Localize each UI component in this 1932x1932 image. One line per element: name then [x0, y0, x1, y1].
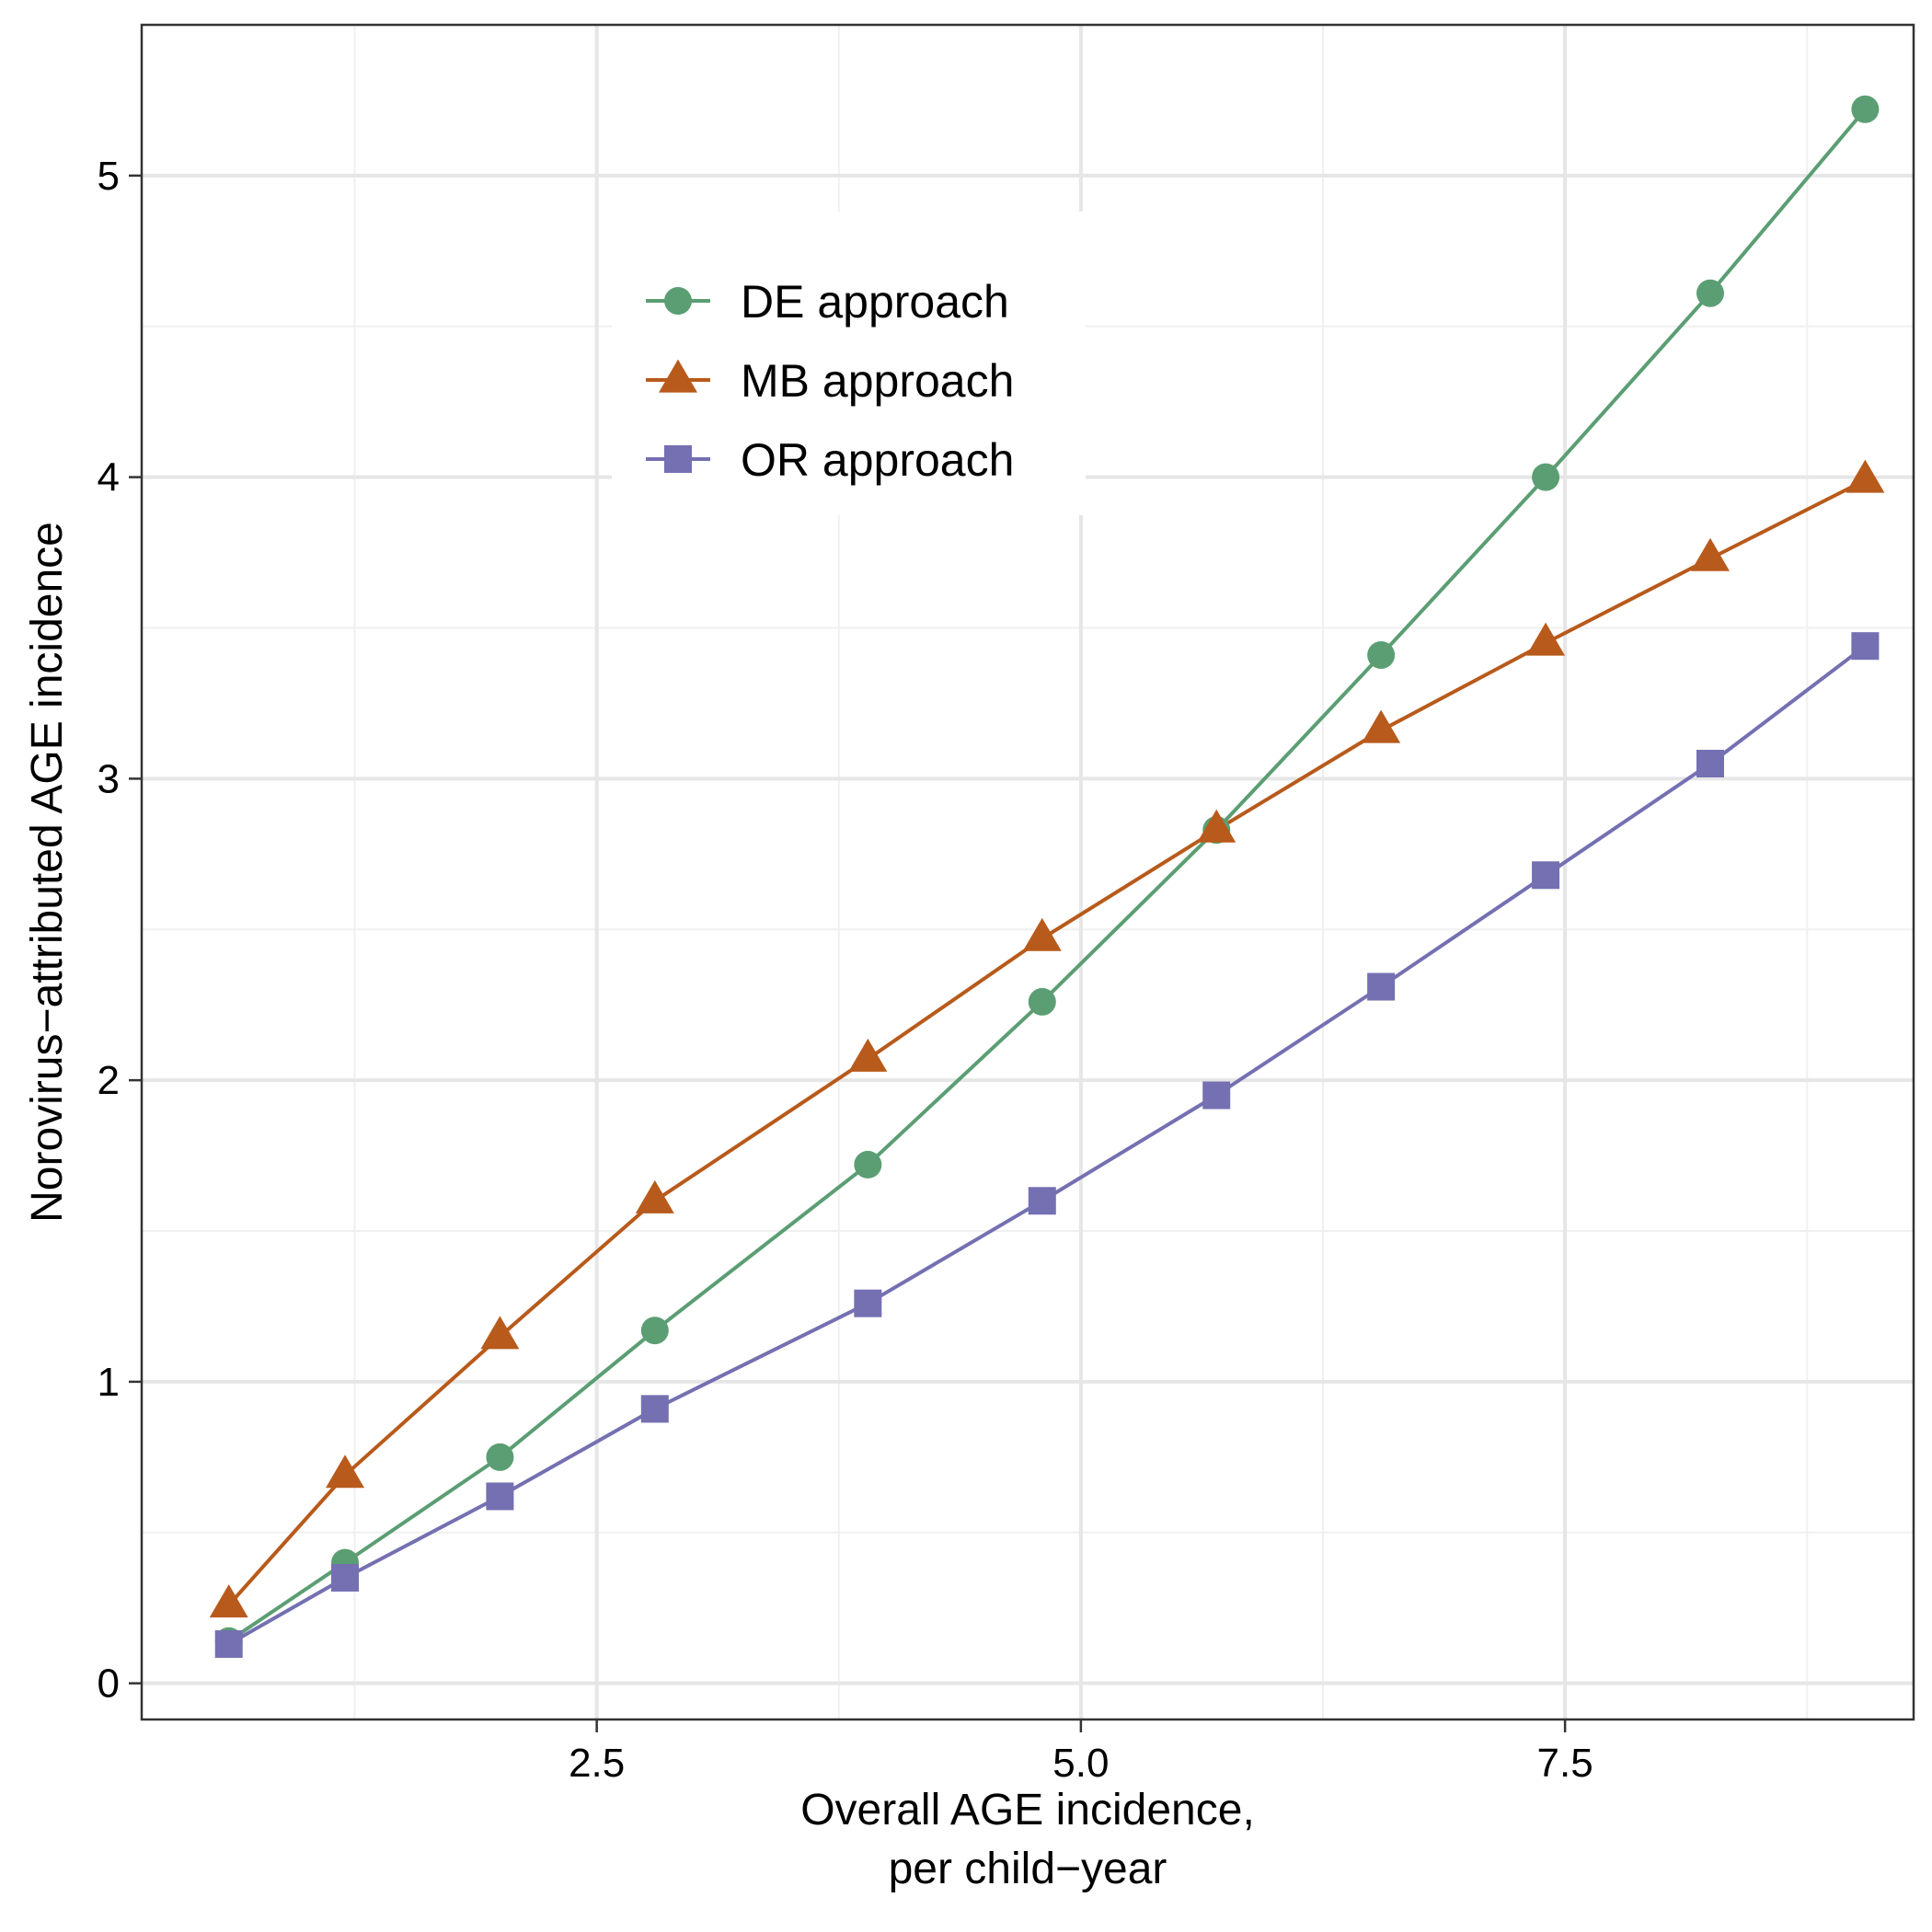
data-point-square — [1202, 1081, 1231, 1110]
data-point-triangle — [209, 1584, 248, 1618]
x-tick-label: 7.5 — [1537, 1741, 1593, 1786]
y-axis-title: Norovirus−attributed AGE incidence — [23, 522, 72, 1223]
data-point-triangle — [1690, 537, 1730, 571]
data-point-triangle — [480, 1316, 520, 1350]
data-point-circle — [1532, 463, 1560, 491]
x-axis-title-line-2: per child−year — [889, 1845, 1167, 1893]
y-tick-label: 3 — [98, 756, 120, 801]
data-point-square — [331, 1563, 360, 1592]
y-axis: 0 1 2 3 4 5 — [98, 154, 142, 1707]
data-point-circle — [1367, 641, 1396, 670]
series-points — [209, 95, 1885, 1659]
data-point-square — [214, 1630, 243, 1659]
data-point-triangle — [1362, 709, 1401, 743]
data-point-square — [1367, 972, 1396, 1001]
data-point-circle — [1696, 279, 1724, 307]
data-point-circle — [854, 1150, 882, 1179]
legend-label: MB approach — [741, 355, 1014, 407]
data-point-triangle — [1022, 917, 1062, 951]
data-point-circle — [1028, 987, 1056, 1016]
data-point-circle — [1851, 95, 1880, 123]
y-tick-label: 4 — [98, 455, 120, 500]
data-point-triangle — [1197, 809, 1236, 843]
y-tick-label: 2 — [98, 1058, 120, 1103]
legend-key-triangle — [659, 359, 697, 393]
data-point-triangle — [1846, 459, 1885, 493]
data-point-square — [1028, 1187, 1056, 1215]
data-point-square — [1696, 750, 1724, 778]
legend-label: OR approach — [741, 434, 1014, 486]
data-point-triangle — [326, 1455, 365, 1489]
data-point-square — [1851, 632, 1880, 661]
data-point-circle — [486, 1443, 514, 1471]
x-axis-title-line-1: Overall AGE incidence, — [800, 1786, 1255, 1834]
x-tick-label: 5.0 — [1052, 1741, 1109, 1786]
y-tick-label: 1 — [98, 1360, 120, 1405]
data-point-square — [640, 1395, 669, 1423]
y-tick-label: 0 — [98, 1662, 120, 1707]
data-point-triangle — [635, 1179, 674, 1213]
y-tick-label: 5 — [98, 154, 120, 199]
plot-border — [140, 23, 1915, 1721]
legend-key-square — [664, 445, 692, 473]
data-point-square — [854, 1289, 882, 1317]
data-point-triangle — [848, 1038, 888, 1072]
x-axis: 2.5 5.0 7.5 — [569, 1719, 1593, 1786]
legend-key-circle — [664, 287, 692, 315]
data-point-circle — [640, 1317, 669, 1345]
grid-minor — [142, 25, 1914, 1719]
legend: DE approach MB approach OR approach — [612, 212, 1086, 515]
legend-label: DE approach — [741, 276, 1009, 328]
data-point-square — [1532, 861, 1560, 890]
data-point-triangle — [1526, 622, 1566, 656]
x-tick-label: 2.5 — [569, 1741, 625, 1786]
data-point-square — [486, 1482, 514, 1511]
